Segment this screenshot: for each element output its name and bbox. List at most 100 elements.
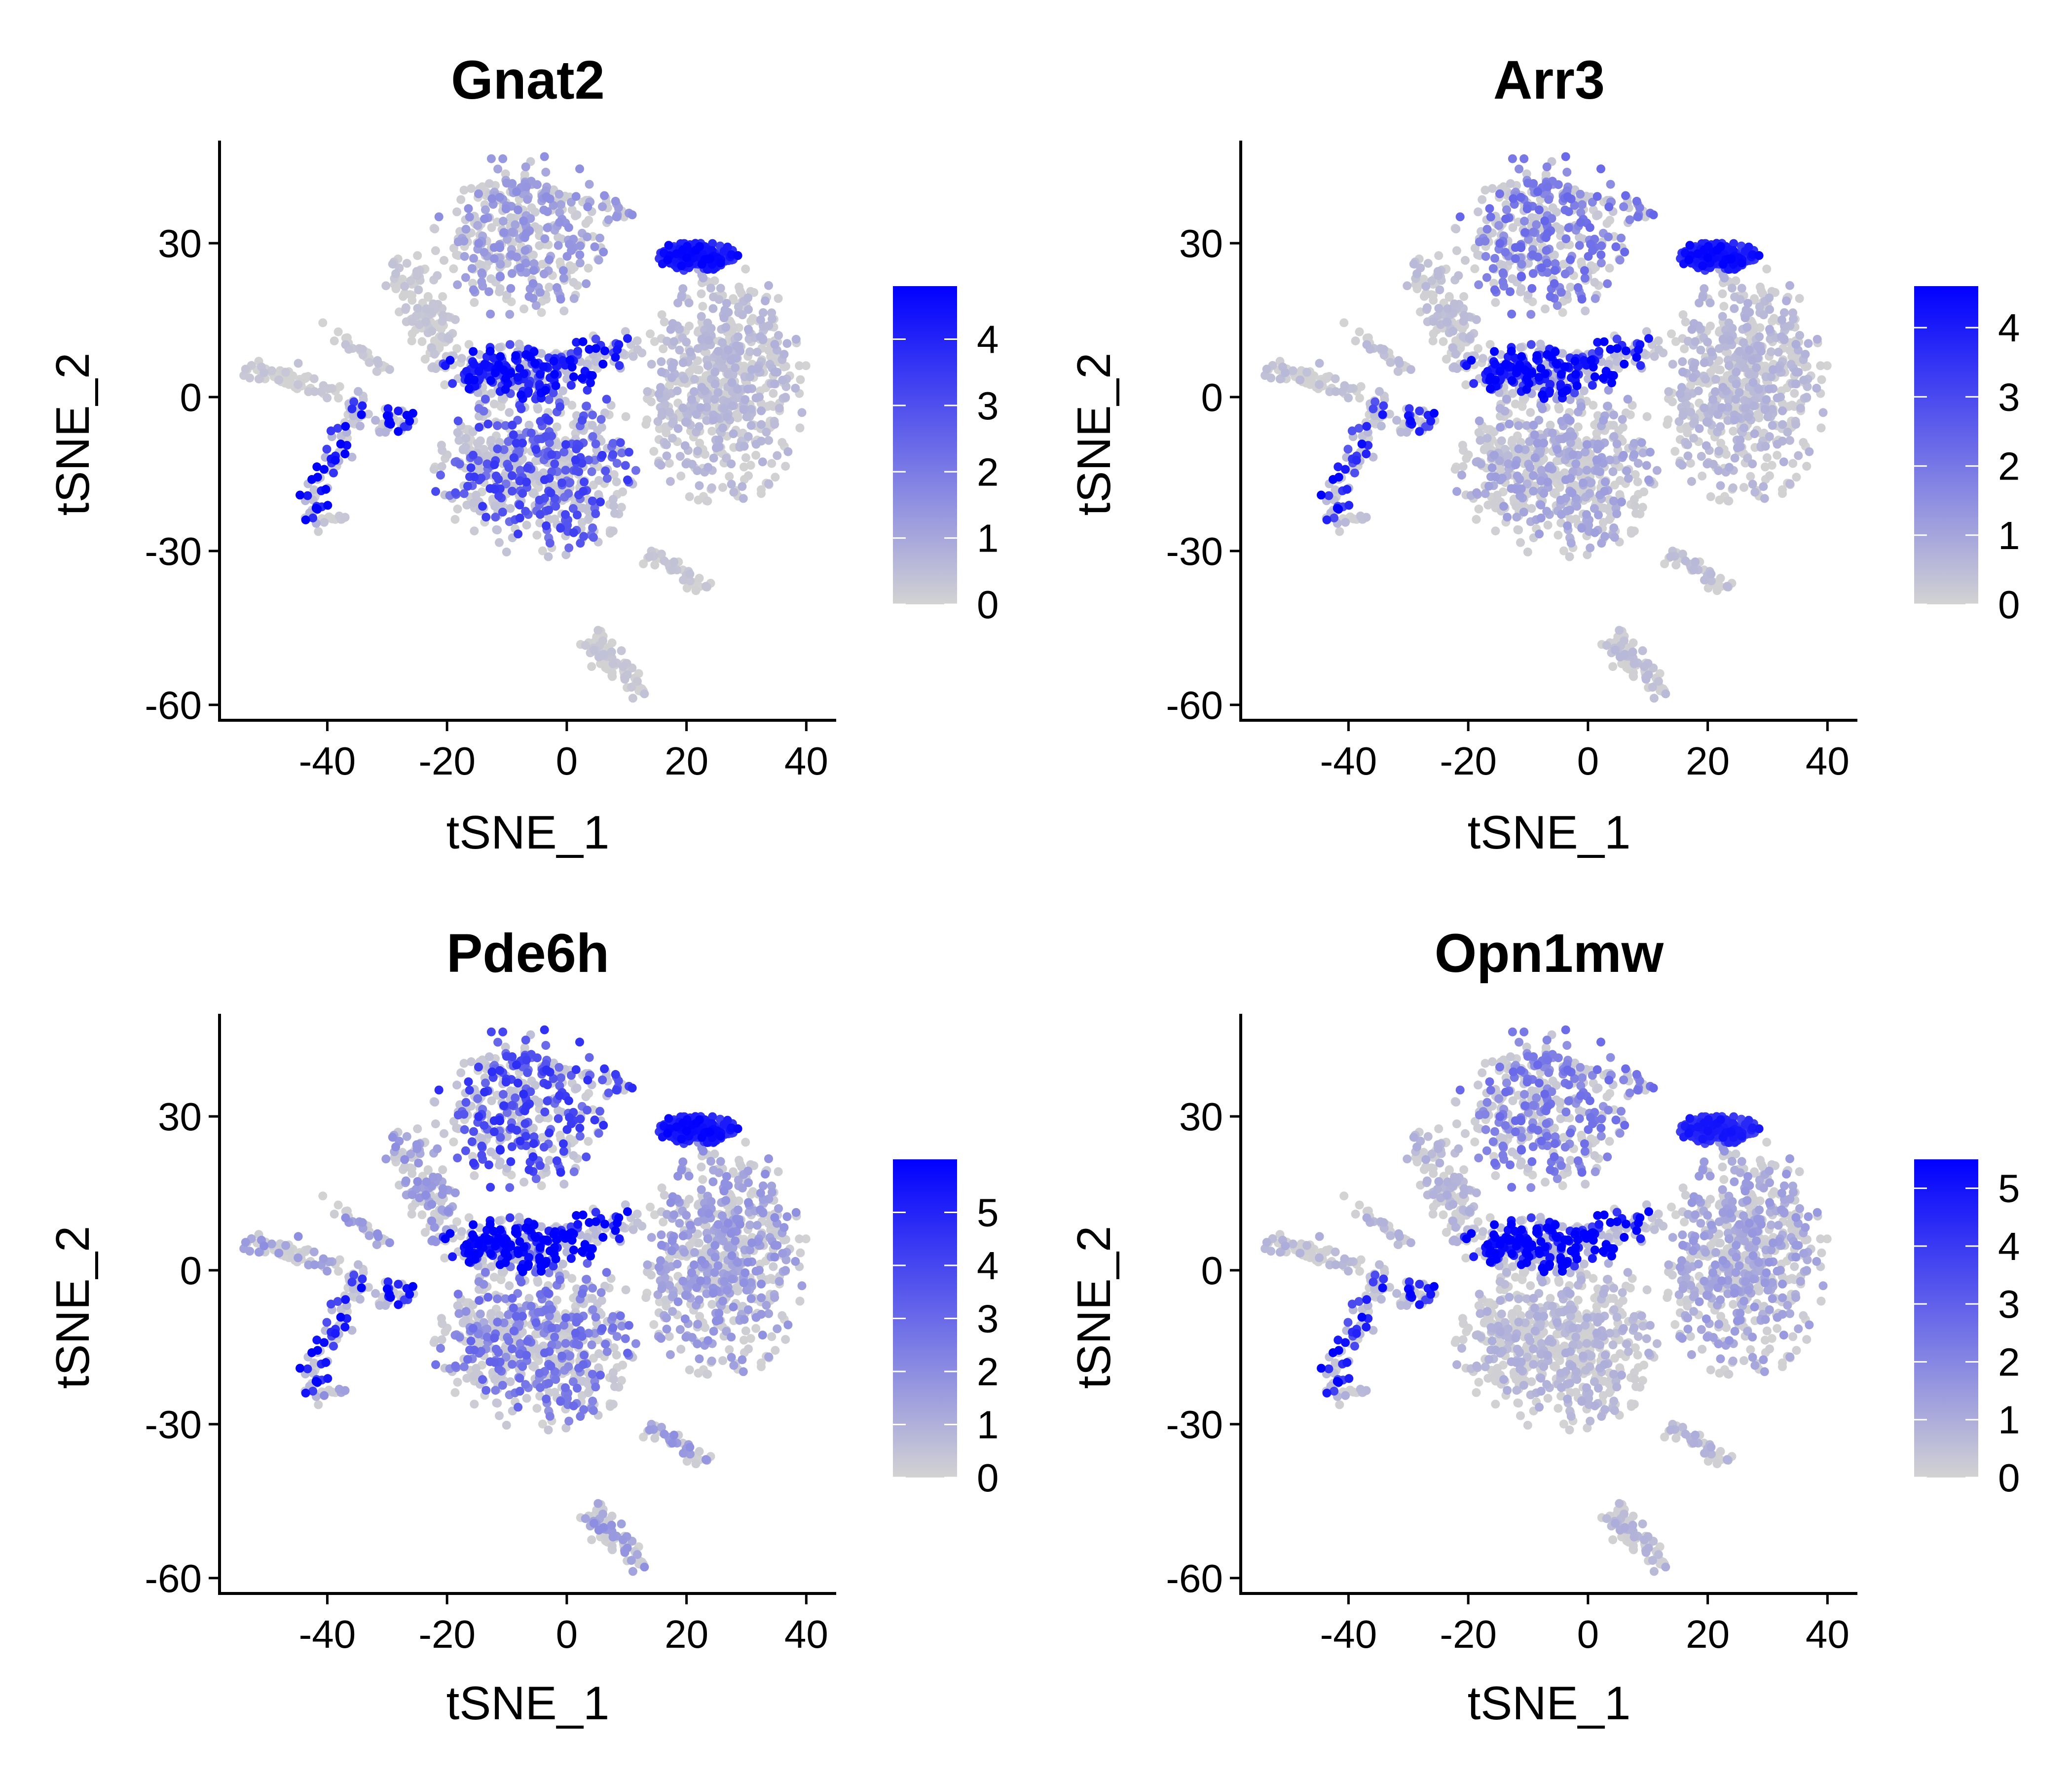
cell-point (616, 438, 625, 447)
cell-point (579, 477, 589, 486)
cell-point (559, 273, 568, 283)
cell-point (453, 280, 462, 290)
cell-point (1702, 459, 1712, 469)
cell-point (422, 304, 431, 313)
cell-point (1637, 438, 1646, 447)
cell-point (543, 223, 552, 232)
cell-point (1594, 346, 1604, 356)
cell-point (490, 368, 500, 377)
cell-point (1581, 306, 1590, 316)
cell-point (762, 427, 771, 437)
cell-point (241, 365, 250, 374)
cell-point (1577, 402, 1586, 411)
cell-point (303, 491, 312, 500)
cell-point (452, 250, 461, 259)
y-tick-label: 0 (180, 375, 202, 419)
cell-point (1474, 207, 1483, 217)
cell-point (1481, 252, 1490, 261)
cell-point (685, 321, 694, 331)
cell-point (1730, 304, 1739, 313)
cell-point (541, 386, 550, 395)
cell-point (1508, 154, 1517, 163)
cell-point (1458, 441, 1467, 450)
cell-point (1612, 439, 1622, 448)
cell-point (1454, 271, 1463, 280)
cell-point (1754, 385, 1764, 394)
cell-point (796, 375, 805, 384)
cell-point (1590, 528, 1599, 537)
cell-point (1663, 420, 1672, 429)
cell-point (1735, 347, 1744, 356)
cell-point (665, 459, 674, 468)
cell-point (1582, 510, 1591, 519)
cell-point (509, 453, 518, 462)
cell-point (434, 212, 444, 222)
cell-point (401, 303, 410, 312)
cell-point (550, 459, 559, 469)
cell-point (561, 440, 570, 449)
cell-point (571, 455, 580, 465)
y-tick-label: -60 (145, 683, 202, 727)
cell-point (1362, 449, 1371, 458)
cell-point (1561, 234, 1571, 243)
cell-point (388, 259, 397, 269)
cell-point (1519, 508, 1528, 517)
cell-point (529, 488, 538, 497)
x-tick-label: 40 (784, 739, 828, 783)
cell-point (550, 370, 559, 379)
cell-point (569, 294, 579, 303)
cell-point (689, 387, 699, 396)
cell-point (495, 538, 504, 547)
cell-point (1566, 255, 1575, 264)
cell-point (1497, 436, 1506, 445)
cell-point (452, 207, 462, 217)
cell-point (1376, 421, 1386, 431)
cell-point (1779, 457, 1788, 467)
cell-point (1752, 363, 1761, 372)
cell-point (1476, 459, 1485, 469)
cell-point (770, 379, 779, 389)
cell-point (1548, 428, 1557, 438)
cell-point (708, 415, 718, 425)
cell-point (508, 486, 517, 496)
cell-point (1718, 383, 1728, 392)
cell-point (1609, 410, 1619, 420)
cell-point (1406, 365, 1415, 374)
cell-point (1564, 415, 1574, 425)
cell-point (1541, 304, 1550, 314)
cell-point (523, 463, 532, 473)
cell-point (1648, 683, 1657, 692)
cell-point (718, 423, 727, 433)
cell-point (771, 473, 780, 482)
cell-point (554, 241, 563, 250)
cell-point (1566, 538, 1576, 548)
cell-point (459, 185, 469, 195)
cell-point (1720, 273, 1729, 283)
cell-point (1609, 496, 1618, 506)
cell-point (1725, 335, 1735, 345)
cell-point (508, 420, 517, 430)
cell-point (752, 347, 762, 357)
cell-point (699, 273, 708, 283)
cell-point (1765, 432, 1774, 441)
cell-point (1790, 389, 1799, 398)
cell-point (501, 385, 510, 394)
cell-point (1668, 397, 1677, 407)
cell-point (340, 449, 350, 458)
cell-point (1681, 317, 1690, 327)
cell-point (669, 557, 679, 566)
cell-point (489, 399, 499, 408)
cell-point (1732, 368, 1741, 377)
cell-point (1584, 252, 1593, 261)
cell-point (1802, 393, 1812, 402)
cell-point (612, 477, 621, 486)
cell-point (1324, 491, 1333, 500)
cell-point (1629, 659, 1639, 668)
cell-point (731, 363, 740, 372)
cell-point (470, 472, 479, 481)
cell-point (682, 253, 691, 262)
cell-point (1700, 284, 1709, 294)
cell-point (1412, 269, 1422, 278)
cell-point (1288, 366, 1297, 375)
cell-point (571, 192, 581, 201)
